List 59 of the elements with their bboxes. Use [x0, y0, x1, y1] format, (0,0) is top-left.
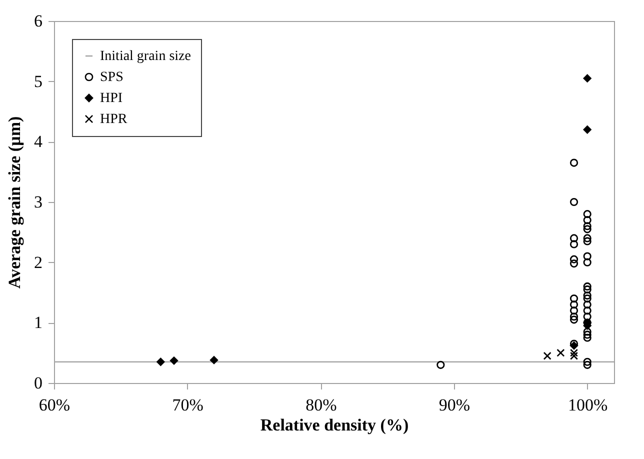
x-tick-label: 100% — [568, 396, 608, 414]
point — [583, 328, 592, 336]
point — [583, 294, 592, 303]
point — [570, 306, 578, 315]
point — [570, 352, 578, 360]
point — [583, 237, 592, 246]
point — [583, 358, 592, 366]
point — [570, 294, 578, 303]
point — [583, 216, 592, 224]
point — [543, 352, 552, 360]
point — [570, 348, 578, 357]
point — [583, 285, 592, 294]
x-axis-title: Relative density (%) — [260, 416, 409, 434]
point — [583, 291, 592, 300]
point — [583, 126, 592, 134]
point — [570, 316, 578, 324]
point — [583, 234, 592, 242]
point — [583, 360, 592, 369]
x-tick-label: 90% — [438, 396, 470, 414]
point — [570, 240, 578, 248]
point — [583, 210, 592, 218]
point — [156, 358, 165, 366]
point — [583, 222, 592, 230]
point — [170, 356, 178, 365]
point — [570, 255, 578, 264]
point — [570, 259, 578, 268]
y-tick-label: 3 — [34, 192, 42, 212]
point — [556, 348, 565, 357]
y-axis-title: Average grain size (µm) — [5, 116, 24, 289]
y-tick-label: 1 — [34, 313, 42, 332]
legend-label: HPI — [100, 91, 123, 106]
legend-label: SPS — [100, 70, 124, 85]
point — [570, 234, 578, 242]
x-tick-label: 70% — [172, 396, 204, 414]
point — [583, 225, 592, 234]
x-tick-label: 60% — [38, 396, 70, 414]
point — [583, 306, 592, 315]
y-tick-label: 6 — [34, 12, 42, 30]
point — [583, 74, 592, 82]
point — [570, 300, 578, 309]
y-tick-label: 5 — [34, 72, 42, 91]
point — [583, 252, 592, 260]
point — [436, 360, 445, 369]
point — [583, 282, 592, 291]
point — [583, 334, 592, 342]
y-tick-label: 0 — [34, 374, 42, 392]
point — [570, 312, 578, 321]
x-tick-label: 80% — [306, 396, 337, 414]
point — [583, 258, 592, 266]
legend-label: HPR — [100, 112, 128, 127]
point — [570, 198, 578, 206]
y-tick-label: 2 — [34, 252, 42, 272]
point — [583, 312, 592, 321]
point — [583, 300, 592, 309]
point — [583, 330, 592, 339]
legend-label: Initial grain size — [100, 49, 191, 64]
y-tick-label: 4 — [34, 132, 43, 152]
point — [210, 356, 218, 364]
point — [570, 158, 578, 167]
